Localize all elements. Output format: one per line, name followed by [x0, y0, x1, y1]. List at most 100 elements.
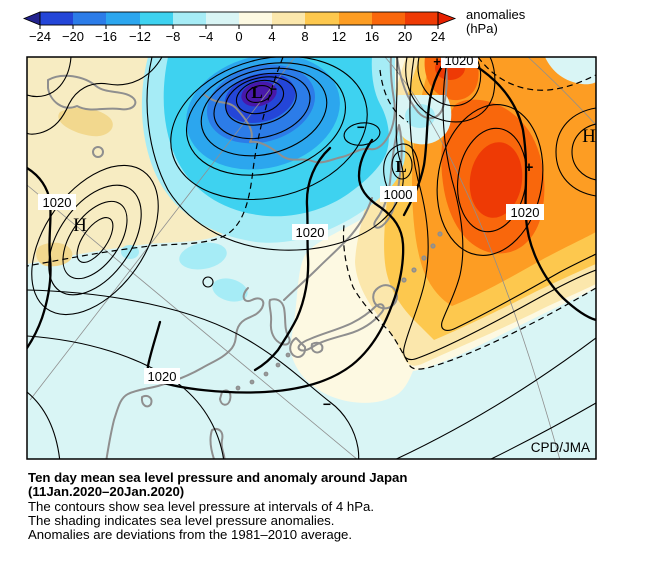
- colorbar-tick-marks: [39, 25, 439, 29]
- contour-line: [343, 122, 381, 146]
- shading-positive-max: [469, 142, 523, 218]
- colorbar-segment: [40, 12, 73, 25]
- contour-line: [441, 57, 596, 331]
- coastline-primorye: [283, 197, 373, 301]
- label-box: [292, 224, 328, 240]
- coastline-korea: [268, 298, 291, 346]
- contour-line: [27, 391, 61, 459]
- graticule-line: [29, 57, 296, 401]
- caption-title-line2: (11Jan.2020–20Jan.2020): [28, 484, 184, 499]
- coastline-hainan: [140, 394, 153, 408]
- dashed-contours: [27, 57, 596, 370]
- tick-label: 12: [332, 29, 346, 44]
- contour-line: [170, 57, 368, 201]
- colorbar-segment: [339, 12, 372, 25]
- shading-cyan-patch: [179, 242, 227, 270]
- colorbar-tick-labels: −24 −20 −16 −12 −8 −4 0 4 8 12 16 20 24: [29, 29, 445, 44]
- contour-line: [48, 184, 142, 296]
- colorbar-segment: [140, 12, 173, 25]
- isobar-1020-label-east: 1020: [511, 205, 540, 220]
- coastline-shikoku: [310, 341, 324, 354]
- graticule-line: [527, 57, 596, 126]
- high-east-label: H: [582, 126, 596, 147]
- tick-label: −20: [62, 29, 84, 44]
- colorbar-segment: [372, 12, 405, 25]
- contour-line: [27, 57, 72, 98]
- colorbar-segment: [173, 12, 206, 25]
- contour-line: [76, 217, 114, 263]
- colorbar-arrow-high: [437, 11, 457, 26]
- contour-line: [62, 200, 128, 280]
- dashed-contour-se: [342, 224, 596, 370]
- low-center-label: L: [251, 83, 262, 102]
- coastline-luzon: [209, 428, 226, 459]
- graticule: [27, 57, 596, 459]
- colorbar-segment: [272, 12, 305, 25]
- colorbar: −24 −20 −16 −12 −8 −4 0 4 8 12 16 20 24 …: [22, 7, 526, 44]
- colorbar-segment: [206, 12, 239, 25]
- colorbar-title: anomalies: [466, 7, 526, 22]
- isobar-1020-label-south: 1020: [148, 369, 177, 384]
- contour-line: [225, 76, 297, 126]
- tick-label: −8: [166, 29, 181, 44]
- dashed-contour-ne: [477, 57, 596, 91]
- high-west-label: H: [73, 215, 87, 236]
- thick-contour-1020-center: [253, 146, 332, 372]
- graticule-line: [384, 57, 561, 459]
- tick-label: 24: [431, 29, 445, 44]
- tick-label: 16: [365, 29, 379, 44]
- contour-line: [395, 337, 596, 459]
- dashed-contour-west: [27, 57, 284, 267]
- isobar-1020-label-north: 1020: [445, 53, 474, 68]
- colorbar-segment: [239, 12, 272, 25]
- tick-label: 4: [268, 29, 275, 44]
- caption: Ten day mean sea level pressure and anom…: [28, 470, 407, 542]
- contour-line: [146, 57, 404, 251]
- contour-line: [27, 57, 163, 135]
- colorbar-segment: [106, 12, 140, 25]
- colorbar-segment: [405, 12, 438, 25]
- contour-line: [202, 276, 214, 288]
- coastline-island-chain: [235, 231, 443, 391]
- colorbar-arrow-low: [22, 11, 41, 26]
- low-east-label: L: [395, 157, 406, 176]
- minus-south-label: −: [323, 396, 331, 412]
- dashed-contour-pocket: [379, 69, 409, 123]
- contour-line: [405, 57, 496, 123]
- shading-pocket-ne: [545, 57, 596, 85]
- plus-north-label: +: [433, 54, 441, 69]
- contour-line: [31, 164, 159, 316]
- contour-line: [27, 289, 360, 459]
- shading-cyan-patch: [212, 278, 248, 302]
- label-box: [38, 194, 76, 210]
- label-box: [441, 57, 478, 68]
- caption-text-line2: The shading indicates sea level pressure…: [28, 513, 334, 528]
- colorbar-unit: (hPa): [466, 21, 498, 36]
- plus-east-label: +: [525, 159, 534, 176]
- contour-line: [185, 62, 347, 176]
- contour-line: [436, 104, 544, 256]
- coastline-china: [105, 287, 265, 459]
- shading-positive-nw-patch: [58, 107, 113, 137]
- contour-line: [213, 72, 311, 140]
- coastline-kyushu: [289, 337, 307, 358]
- thick-contour-1020-west: [27, 166, 52, 350]
- contour-line: [391, 150, 413, 180]
- caption-text-line1: The contours show sea level pressure at …: [28, 499, 374, 514]
- colorbar-segment: [73, 12, 106, 25]
- contour-line: [571, 123, 596, 181]
- tick-label: 20: [398, 29, 412, 44]
- label-box: [380, 186, 417, 202]
- coastline-island: [92, 146, 104, 158]
- isobar-1020-label-center: 1020: [296, 225, 325, 240]
- isobar-1020-label-west: 1020: [43, 195, 72, 210]
- contour-line: [555, 107, 596, 197]
- minus-center-label: −: [357, 119, 365, 135]
- tick-label: −12: [129, 29, 151, 44]
- tick-label: −24: [29, 29, 51, 44]
- colorbar-segment: [305, 12, 339, 25]
- tick-label: −16: [95, 29, 117, 44]
- label-box: [144, 368, 180, 384]
